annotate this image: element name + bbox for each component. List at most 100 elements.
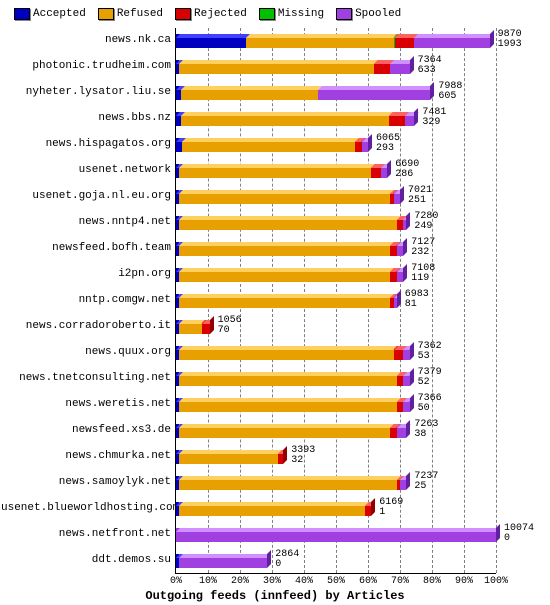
legend: Accepted Refused Rejected Missing Spooled	[10, 5, 540, 23]
chart-row: news.chmurka.net339332	[176, 446, 496, 472]
ylabel: news.hispagatos.org	[1, 138, 171, 150]
value-bottom: 605	[438, 92, 462, 102]
xtick-label: 10%	[199, 576, 217, 587]
xtick-label: 40%	[295, 576, 313, 587]
xtick-label: 100%	[484, 576, 508, 587]
bar	[176, 34, 490, 48]
value-labels: 736650	[418, 394, 442, 414]
gridline	[496, 28, 497, 573]
legend-label: Spooled	[355, 8, 401, 20]
ylabel: news.nk.ca	[1, 34, 171, 46]
xtick-label: 30%	[263, 576, 281, 587]
chart-row: news.quux.org736253	[176, 342, 496, 368]
value-bottom: 232	[411, 248, 435, 258]
chart-row: news.tnetconsulting.net737952	[176, 368, 496, 394]
value-bottom: 70	[218, 326, 242, 336]
ylabel: newsfeed.bofh.team	[1, 242, 171, 254]
legend-item: Rejected	[171, 7, 251, 21]
value-labels: 28640	[275, 550, 299, 570]
value-labels: 7127232	[411, 238, 435, 258]
ylabel: news.nntp4.net	[1, 216, 171, 228]
value-bottom: 286	[395, 170, 419, 180]
chart-row: news.netfront.net100740	[176, 524, 496, 550]
value-bottom: 293	[376, 144, 400, 154]
value-labels: 7364633	[418, 56, 442, 76]
xtick-label: 50%	[327, 576, 345, 587]
chart-row: news.nntp4.net7280249	[176, 212, 496, 238]
chart-row: news.nk.ca98701993	[176, 30, 496, 56]
legend-swatch	[98, 8, 114, 20]
value-labels: 7021251	[408, 186, 432, 206]
legend-swatch	[259, 8, 275, 20]
ylabel: news.netfront.net	[1, 528, 171, 540]
xtick-label: 90%	[455, 576, 473, 587]
bar	[176, 346, 410, 360]
legend-item: Spooled	[332, 7, 405, 21]
value-bottom: 633	[418, 66, 442, 76]
chart-row: usenet.network6690286	[176, 160, 496, 186]
ylabel: news.tnetconsulting.net	[1, 372, 171, 384]
value-labels: 737952	[418, 368, 442, 388]
legend-item: Accepted	[10, 7, 90, 21]
legend-item: Missing	[255, 7, 328, 21]
bar	[176, 320, 210, 334]
value-bottom: 251	[408, 196, 432, 206]
chart-row: photonic.trudheim.com7364633	[176, 56, 496, 82]
ylabel: newsfeed.xs3.de	[1, 424, 171, 436]
value-bottom: 0	[504, 534, 534, 544]
ylabel: news.corradoroberto.it	[1, 320, 171, 332]
value-labels: 61691	[379, 498, 403, 518]
legend-swatch	[175, 8, 191, 20]
chart-row: news.samoylyk.net723725	[176, 472, 496, 498]
ylabel: usenet.network	[1, 164, 171, 176]
value-bottom: 249	[414, 222, 438, 232]
value-bottom: 1993	[498, 40, 522, 50]
chart-row: newsfeed.xs3.de726338	[176, 420, 496, 446]
xtick-label: 80%	[423, 576, 441, 587]
xtick-label: 0%	[170, 576, 182, 587]
value-labels: 6690286	[395, 160, 419, 180]
legend-label: Missing	[278, 8, 324, 20]
bar	[176, 294, 397, 308]
bar	[176, 268, 403, 282]
bar	[176, 216, 406, 230]
value-labels: 7481329	[422, 108, 446, 128]
chart-row: usenet.goja.nl.eu.org7021251	[176, 186, 496, 212]
chart-row: news.hispagatos.org6065293	[176, 134, 496, 160]
chart-row: nntp.comgw.net698381	[176, 290, 496, 316]
ylabel: nntp.comgw.net	[1, 294, 171, 306]
bar	[176, 60, 410, 74]
ylabel: news.samoylyk.net	[1, 476, 171, 488]
value-labels: 100740	[504, 524, 534, 544]
ylabel: ddt.demos.su	[1, 554, 171, 566]
value-labels: 726338	[414, 420, 438, 440]
legend-label: Refused	[117, 8, 163, 20]
value-bottom: 329	[422, 118, 446, 128]
value-bottom: 119	[411, 274, 435, 284]
legend-label: Rejected	[194, 8, 247, 20]
value-labels: 698381	[405, 290, 429, 310]
value-labels: 723725	[414, 472, 438, 492]
value-labels: 98701993	[498, 30, 522, 50]
bar	[176, 138, 368, 152]
value-labels: 7280249	[414, 212, 438, 232]
legend-swatch	[14, 8, 30, 20]
ylabel: photonic.trudheim.com	[1, 60, 171, 72]
chart-row: news.bbs.nz7481329	[176, 108, 496, 134]
ylabel: news.weretis.net	[1, 398, 171, 410]
bar	[176, 398, 410, 412]
value-bottom: 1	[379, 508, 403, 518]
ylabel: news.chmurka.net	[1, 450, 171, 462]
chart-row: usenet.blueworldhosting.com61691	[176, 498, 496, 524]
bar	[176, 112, 414, 126]
legend-swatch	[336, 8, 352, 20]
value-bottom: 53	[418, 352, 442, 362]
ylabel: nyheter.lysator.liu.se	[1, 86, 171, 98]
chart-title: Outgoing feeds (innfeed) by Articles	[0, 589, 550, 603]
bar	[176, 242, 403, 256]
value-bottom: 81	[405, 300, 429, 310]
xtick-label: 60%	[359, 576, 377, 587]
value-labels: 6065293	[376, 134, 400, 154]
bar	[176, 424, 406, 438]
legend-label: Accepted	[33, 8, 86, 20]
